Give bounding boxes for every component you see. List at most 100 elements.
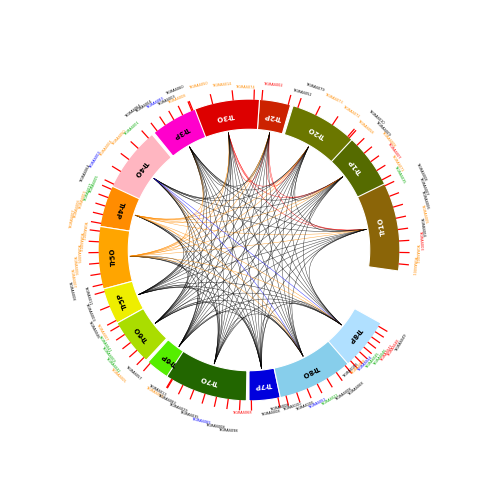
Text: TrGRAS100: TrGRAS100 (282, 402, 302, 412)
Text: Tr8O: Tr8O (301, 364, 320, 378)
Text: Tr2O: Tr2O (307, 125, 326, 140)
Text: TrGRAS005: TrGRAS005 (420, 203, 428, 223)
Text: TrGRAS009: TrGRAS009 (101, 345, 116, 363)
Text: TrGRAS060: TrGRAS060 (165, 85, 185, 96)
Text: Tr3O: Tr3O (216, 112, 235, 121)
Text: TrGRAS006: TrGRAS006 (73, 200, 82, 220)
Text: TrGRAS003: TrGRAS003 (84, 302, 95, 322)
Text: Tr2P: Tr2P (263, 112, 282, 120)
Text: TrGRAS008: TrGRAS008 (261, 409, 281, 416)
Text: TrGRAS005: TrGRAS005 (110, 367, 126, 384)
Text: TrGRAS072: TrGRAS072 (341, 105, 360, 119)
Text: TrGRAS001: TrGRAS001 (123, 120, 140, 137)
Text: TrGRAS044: TrGRAS044 (357, 356, 374, 373)
Text: TrGRAS051: TrGRAS051 (308, 397, 327, 409)
PathPatch shape (98, 226, 132, 289)
PathPatch shape (103, 281, 143, 323)
Text: Tr4O: Tr4O (132, 159, 148, 178)
Text: TrGRAS004: TrGRAS004 (419, 216, 426, 236)
PathPatch shape (274, 340, 350, 398)
Text: TrGRAS002: TrGRAS002 (263, 82, 283, 87)
Text: TrGRAS079: TrGRAS079 (305, 82, 325, 92)
Text: Tr5O: Tr5O (110, 248, 117, 266)
Text: TrGRAS103: TrGRAS103 (342, 362, 359, 378)
Text: TrGRAS083: TrGRAS083 (157, 393, 176, 405)
PathPatch shape (167, 352, 247, 401)
Text: TrGRAS005: TrGRAS005 (88, 174, 100, 194)
Text: TrGRAS007: TrGRAS007 (386, 142, 400, 160)
Text: Tr1O: Tr1O (378, 216, 387, 236)
Text: TrGRAS011: TrGRAS011 (83, 285, 92, 305)
Text: TrGRAS003: TrGRAS003 (78, 190, 87, 210)
Text: TrGRAS058: TrGRAS058 (356, 119, 374, 135)
Text: TrGRAS049: TrGRAS049 (394, 334, 408, 353)
PathPatch shape (188, 99, 259, 140)
PathPatch shape (117, 308, 167, 360)
Text: Tr5P: Tr5P (117, 292, 129, 310)
Text: TrGRAS029: TrGRAS029 (167, 402, 187, 412)
PathPatch shape (328, 308, 381, 364)
Text: Tr8P: Tr8P (347, 326, 363, 344)
Text: TrGRAS008: TrGRAS008 (350, 359, 366, 376)
Text: TrGRAS003: TrGRAS003 (78, 231, 83, 251)
Text: TrGRAS068: TrGRAS068 (347, 382, 365, 397)
Text: TrGRAS083: TrGRAS083 (145, 97, 164, 110)
Text: TrGRAS006: TrGRAS006 (72, 255, 78, 275)
Text: TrGRAS003: TrGRAS003 (156, 95, 176, 107)
PathPatch shape (100, 186, 139, 231)
Text: TrGRAS008: TrGRAS008 (205, 423, 225, 430)
Text: TrGRAS008: TrGRAS008 (380, 130, 396, 148)
Text: TrGRAS009: TrGRAS009 (374, 120, 391, 136)
Text: TrGRAS068: TrGRAS068 (232, 411, 251, 415)
Text: Tr4P: Tr4P (114, 201, 124, 220)
Text: TrGRAS013: TrGRAS013 (147, 384, 166, 397)
Text: TrGRAS052: TrGRAS052 (291, 88, 311, 97)
Text: Tr7P: Tr7P (254, 381, 272, 389)
Text: TrGRAS035: TrGRAS035 (179, 410, 199, 420)
Text: TrGRAS048: TrGRAS048 (387, 339, 401, 358)
Text: TrGRAS098: TrGRAS098 (219, 428, 238, 434)
Text: TrGRAS003: TrGRAS003 (418, 230, 423, 250)
Text: TrGRAS003: TrGRAS003 (145, 386, 164, 399)
Text: TrGRAS035: TrGRAS035 (393, 164, 406, 184)
PathPatch shape (356, 179, 400, 271)
PathPatch shape (111, 134, 171, 201)
Text: TrGRAS073: TrGRAS073 (324, 92, 343, 104)
Text: TrGRAS065: TrGRAS065 (191, 417, 211, 425)
PathPatch shape (154, 109, 206, 156)
Text: TrGRAS057: TrGRAS057 (124, 365, 142, 381)
Text: TrGRAS006: TrGRAS006 (420, 190, 429, 209)
Text: Tr1P: Tr1P (348, 158, 364, 175)
Text: TrGRAS004: TrGRAS004 (134, 100, 153, 114)
Text: TrGRAS007: TrGRAS007 (95, 323, 109, 342)
Text: TrGRAS021: TrGRAS021 (321, 393, 340, 406)
Text: TrGRAS042: TrGRAS042 (105, 356, 121, 374)
Text: TrGRAS007: TrGRAS007 (418, 176, 429, 195)
Text: TrGRAS005: TrGRAS005 (76, 243, 80, 262)
Text: TrGRAS010: TrGRAS010 (368, 109, 385, 126)
PathPatch shape (284, 106, 352, 162)
Text: TrGRAS047: TrGRAS047 (379, 344, 394, 362)
Text: TrGRAS007: TrGRAS007 (69, 209, 77, 229)
Text: TrGRAS071: TrGRAS071 (390, 153, 404, 172)
Text: Tr6O: Tr6O (134, 324, 150, 343)
Text: TrGRAS046: TrGRAS046 (87, 320, 100, 339)
Text: Tr7O: Tr7O (200, 374, 219, 386)
Text: TrGRAS046: TrGRAS046 (372, 348, 387, 366)
Text: TrGRAS008: TrGRAS008 (334, 388, 353, 402)
Text: Tr6P: Tr6P (160, 352, 178, 368)
Text: TrGRAS008: TrGRAS008 (167, 94, 187, 105)
PathPatch shape (249, 368, 280, 401)
Text: TrGRAS003: TrGRAS003 (89, 151, 102, 170)
Text: TrGRAS064: TrGRAS064 (124, 104, 142, 119)
PathPatch shape (327, 134, 384, 197)
Text: TrGRAS014: TrGRAS014 (212, 82, 232, 88)
Text: TrGRAS004: TrGRAS004 (99, 139, 114, 158)
Text: TrGRAS050: TrGRAS050 (188, 82, 208, 90)
Text: Tr3P: Tr3P (172, 126, 190, 140)
Text: TrGRAS002: TrGRAS002 (415, 243, 419, 262)
Text: TrGRAS007: TrGRAS007 (69, 268, 76, 288)
Text: TrGRAS008: TrGRAS008 (415, 162, 427, 181)
Text: TrGRAS064: TrGRAS064 (79, 164, 92, 183)
Text: TrGRAS008: TrGRAS008 (269, 404, 289, 412)
